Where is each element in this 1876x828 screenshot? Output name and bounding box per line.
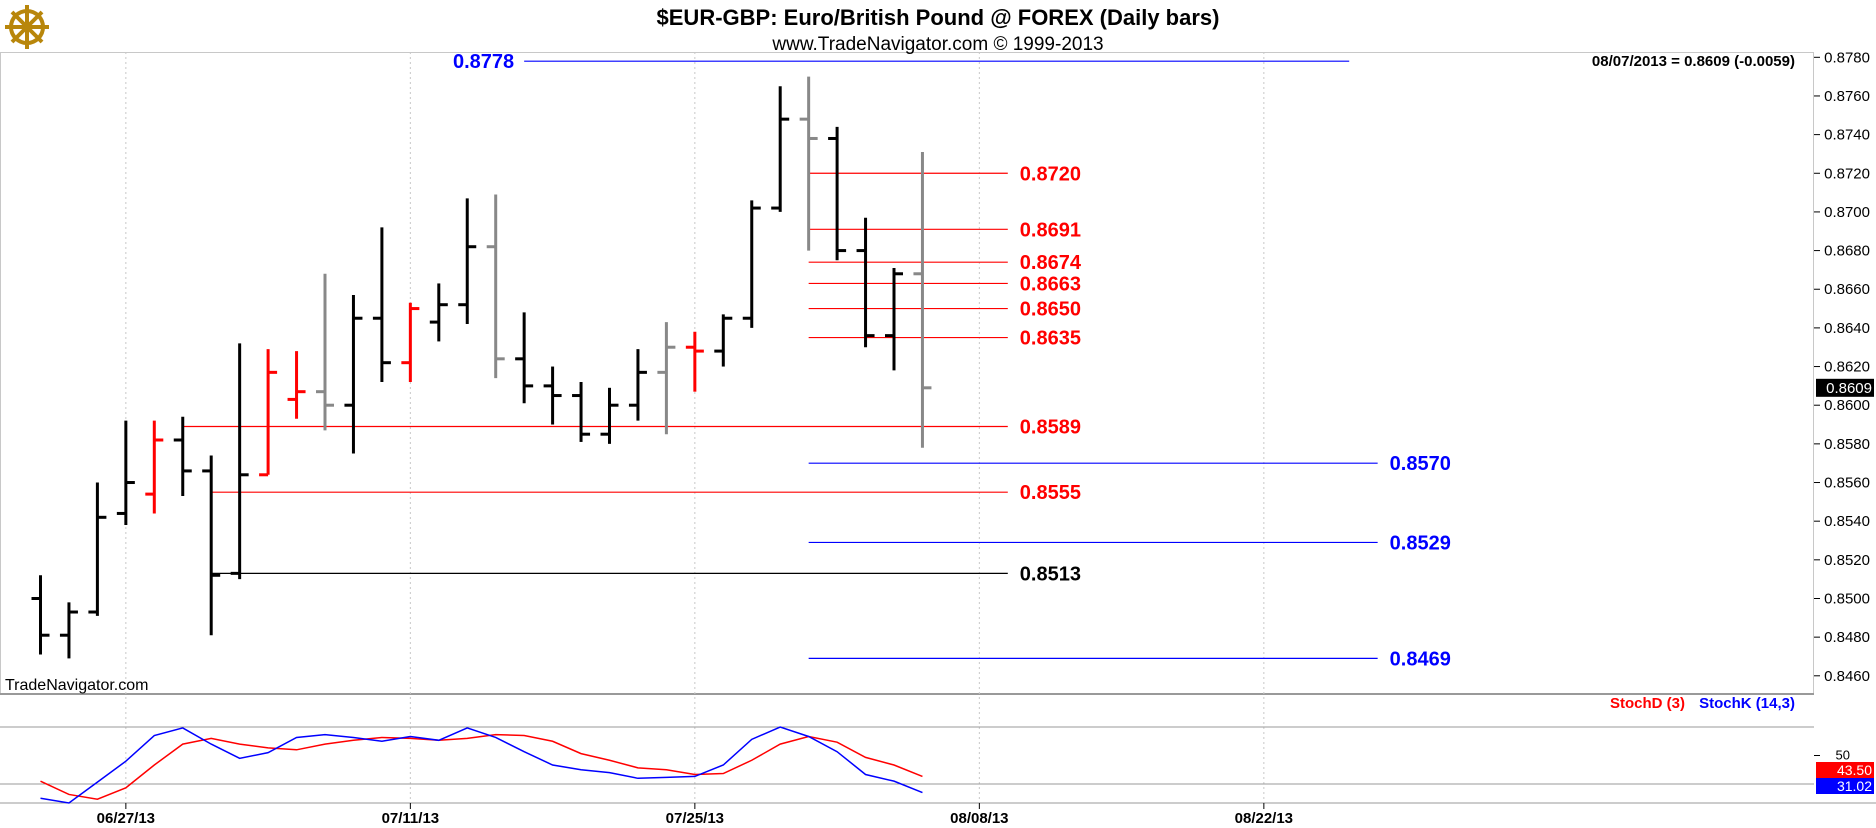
ohlc-bar — [714, 314, 733, 367]
level-label: 0.8513 — [1020, 563, 1081, 585]
stoch-last-box — [1816, 778, 1874, 794]
ohlc-bar — [771, 86, 790, 212]
right-axis-panel — [1814, 52, 1876, 828]
last-price-box — [1816, 378, 1874, 397]
level-label: 0.8691 — [1020, 219, 1081, 241]
ohlc-bar — [31, 575, 50, 655]
date-tick-label: 06/27/13 — [97, 810, 155, 827]
level-label: 0.8570 — [1390, 453, 1451, 475]
price-tick-label: 0.8620 — [1824, 359, 1870, 376]
price-tick-label: 0.8460 — [1824, 668, 1870, 685]
price-axis: 0.8460 0.8480 0.8500 0.8520 0.8540 0.8560 0.85… — [1814, 49, 1874, 685]
ohlc-bar — [600, 387, 619, 444]
ohlc-bar — [799, 76, 818, 251]
level-label: 0.8555 — [1020, 482, 1081, 504]
ohlc-bar — [259, 349, 278, 477]
price-panel-frame — [0, 52, 1814, 694]
price-tick-label: 0.8720 — [1824, 165, 1870, 182]
ohlc-bar — [202, 455, 221, 636]
price-tick-label: 0.8520 — [1824, 552, 1870, 569]
ohlc-bar — [628, 349, 647, 421]
ohlc-bar — [316, 273, 334, 431]
ohlc-bar — [401, 302, 420, 383]
price-tick-label: 0.8580 — [1824, 436, 1870, 453]
ohlc-bar — [230, 343, 249, 580]
ohlc-bar — [742, 200, 761, 328]
ohlc-bar — [685, 331, 704, 392]
chart-title: $EUR-GBP: Euro/British Pound @ FOREX (Da… — [657, 5, 1220, 30]
level-label: 0.8589 — [1020, 416, 1081, 438]
stoch-last-label: 31.02 — [1837, 778, 1872, 794]
price-tick-label: 0.8740 — [1824, 127, 1870, 144]
date-tick-label: 07/11/13 — [382, 810, 440, 827]
ohlc-bar — [287, 351, 306, 419]
level-label: 0.8720 — [1020, 163, 1081, 185]
ohlc-bar — [885, 267, 903, 371]
stoch-k-legend: StochK (14,3) — [1699, 695, 1795, 712]
ohlc-bar — [486, 194, 505, 379]
ohlc-bar — [913, 152, 932, 448]
price-tick-label: 0.8540 — [1824, 513, 1870, 530]
date-tick-label: 07/25/13 — [666, 810, 724, 827]
level-label: 0.8469 — [1390, 648, 1451, 670]
price-tick-label: 0.8500 — [1824, 590, 1870, 607]
date-axis-panel — [0, 802, 1876, 828]
level-label: 0.8778 — [453, 51, 514, 73]
stoch-last-label: 43.50 — [1837, 762, 1872, 778]
ohlc-bar — [344, 295, 363, 454]
price-tick-label: 0.8480 — [1824, 629, 1870, 646]
level-label: 0.8529 — [1390, 532, 1451, 554]
ohlc-bar — [145, 420, 164, 514]
ohlc-bar — [458, 198, 477, 325]
date-tick-label: 08/22/13 — [1235, 810, 1293, 827]
logo — [5, 5, 49, 49]
stoch-d-legend: StochD (3) — [1610, 695, 1685, 712]
last-price-label: 0.8609 — [1826, 380, 1872, 397]
price-tick-label: 0.8780 — [1824, 49, 1870, 66]
watermark: TradeNavigator.com — [5, 677, 148, 694]
ohlc-bar — [543, 366, 562, 425]
stoch-last-box — [1816, 762, 1874, 778]
ohlc-bar — [856, 217, 875, 348]
stoch-tick-label: 50 — [1836, 748, 1850, 763]
ohlc-bar — [59, 602, 78, 659]
stoch-line-k — [40, 726, 923, 804]
price-tick-label: 0.8760 — [1824, 88, 1870, 105]
price-tick-label: 0.8600 — [1824, 397, 1870, 414]
ohlc-bar — [572, 382, 591, 442]
stoch-line-d — [40, 733, 923, 800]
ohlc-bar — [116, 420, 135, 526]
ohlc-bar — [515, 312, 534, 404]
level-label: 0.8663 — [1020, 273, 1081, 295]
price-tick-label: 0.8560 — [1824, 475, 1870, 492]
price-tick-label: 0.8700 — [1824, 204, 1870, 221]
date-tick-label: 08/08/13 — [950, 810, 1008, 827]
ohlc-bar — [173, 416, 192, 497]
date-axis: 06/27/13 07/11/13 07/25/13 08/08/13 08/22/13 — [97, 803, 1293, 827]
ohlc-bar — [88, 482, 107, 616]
last-quote-label: 08/07/2013 = 0.8609 (-0.0059) — [1592, 53, 1795, 70]
level-label: 0.8635 — [1020, 328, 1081, 350]
ohlc-bar — [372, 227, 391, 383]
ship-wheel-logo-icon — [5, 5, 49, 49]
price-bars — [31, 76, 932, 659]
chart-subtitle: www.TradeNavigator.com © 1999-2013 — [771, 34, 1103, 55]
level-label: 0.8674 — [1020, 252, 1082, 274]
ohlc-bar — [657, 322, 676, 435]
ohlc-bar — [828, 126, 847, 261]
price-tick-label: 0.8660 — [1824, 281, 1870, 298]
ohlc-bar — [429, 283, 448, 342]
level-label: 0.8650 — [1020, 299, 1081, 321]
price-tick-label: 0.8680 — [1824, 243, 1870, 260]
price-tick-label: 0.8640 — [1824, 320, 1870, 337]
